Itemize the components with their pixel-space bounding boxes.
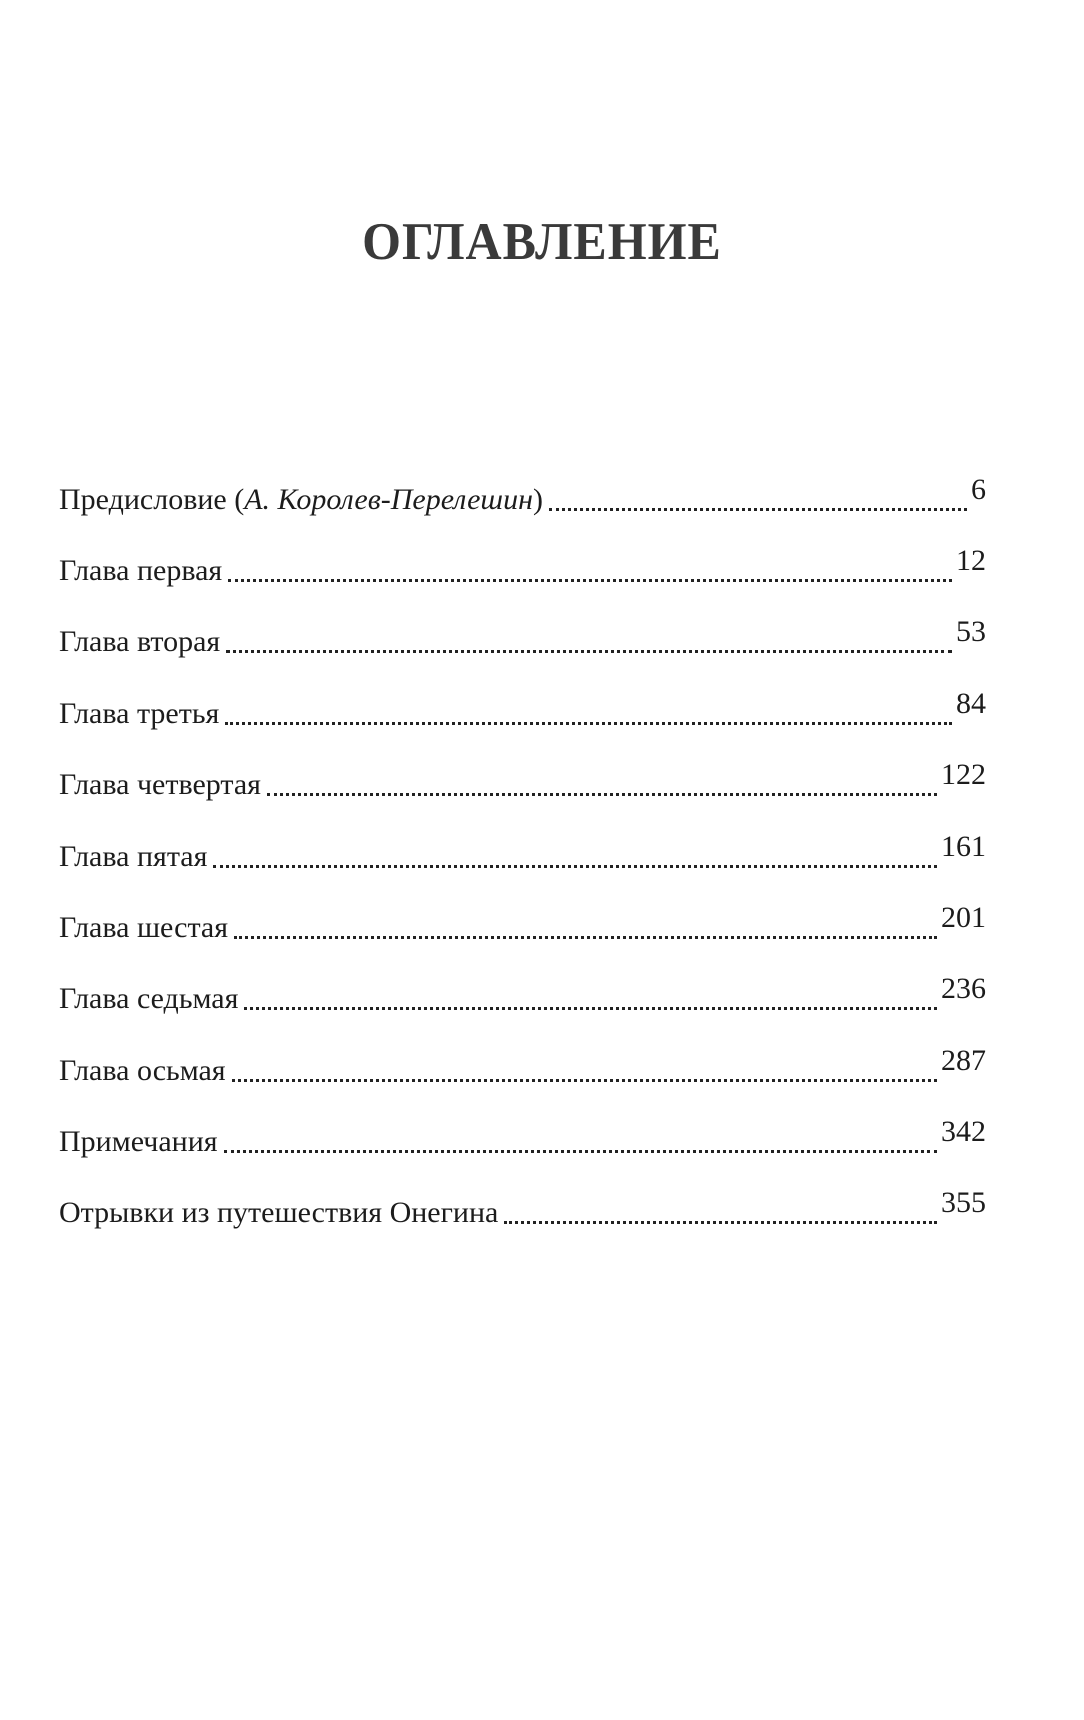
dot-leader xyxy=(223,1142,937,1153)
toc-entry: Глава пятая 161 xyxy=(59,830,986,877)
toc-entry-preface: Предисловие (А. Королев-Перелешин) 6 xyxy=(59,473,986,520)
entry-label: Глава четвертая xyxy=(59,768,261,801)
dot-leader xyxy=(228,571,952,582)
page-number: 6 xyxy=(971,473,986,506)
page-number: 122 xyxy=(941,758,986,791)
dot-leader xyxy=(225,714,952,725)
toc-entry: Глава осьмая 287 xyxy=(59,1044,986,1091)
dot-leader xyxy=(226,642,952,653)
page-number: 53 xyxy=(956,615,986,648)
toc-entry: Глава четвертая 122 xyxy=(59,758,986,805)
entry-label: Предисловие (А. Королев-Перелешин) xyxy=(59,483,543,516)
toc-entry: Глава третья 84 xyxy=(59,687,986,734)
dot-leader xyxy=(234,928,937,939)
toc-entry: Глава вторая 53 xyxy=(59,615,986,662)
page-number: 161 xyxy=(941,830,986,863)
toc-entry: Глава первая 12 xyxy=(59,544,986,591)
entry-label: Глава третья xyxy=(59,697,220,730)
dot-leader xyxy=(231,1071,937,1082)
entry-label: Глава вторая xyxy=(59,625,221,658)
page-number: 236 xyxy=(941,972,986,1005)
page-number: 201 xyxy=(941,901,986,934)
entry-label: Глава седьмая xyxy=(59,982,239,1015)
dot-leader xyxy=(244,999,937,1010)
page-title: ОГЛАВЛЕНИЕ xyxy=(362,211,722,271)
page-number: 84 xyxy=(956,687,986,720)
page-number: 342 xyxy=(941,1115,986,1148)
entry-label: Глава первая xyxy=(59,554,223,587)
dot-leader xyxy=(504,1213,937,1224)
entry-label: Примечания xyxy=(59,1125,218,1158)
entry-label: Глава шестая xyxy=(59,911,229,944)
dot-leader xyxy=(266,785,937,796)
entry-label: Отрывки из путешествия Онегина xyxy=(59,1196,499,1229)
dot-leader xyxy=(213,857,937,868)
page-number: 12 xyxy=(956,544,986,577)
entry-label: Глава пятая xyxy=(59,840,208,873)
toc-entry: Отрывки из путешествия Онегина 355 xyxy=(59,1186,986,1233)
dot-leader xyxy=(548,500,967,511)
entry-label: Глава осьмая xyxy=(59,1054,226,1087)
toc-entry: Глава седьмая 236 xyxy=(59,972,986,1019)
toc-entry: Глава шестая 201 xyxy=(59,901,986,948)
toc-entry: Примечания 342 xyxy=(59,1115,986,1162)
page-number: 355 xyxy=(941,1186,986,1219)
page-number: 287 xyxy=(941,1044,986,1077)
